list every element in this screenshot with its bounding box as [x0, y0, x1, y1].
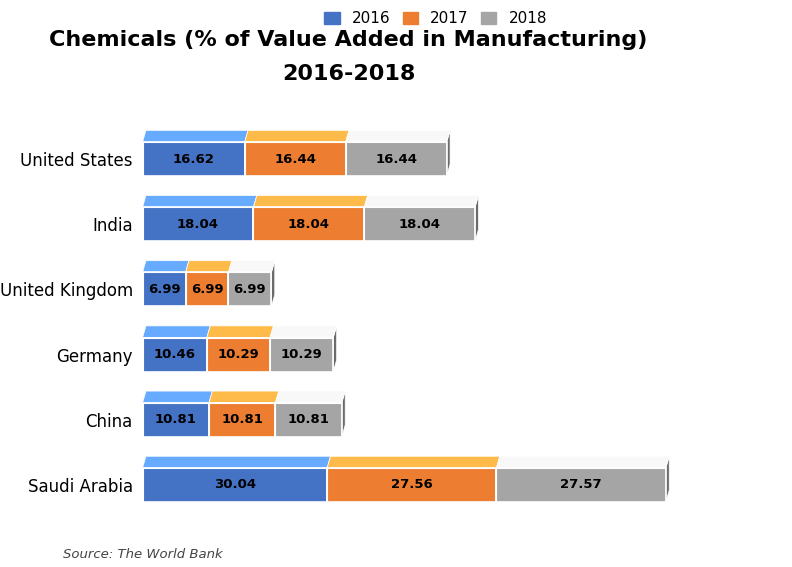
Legend: 2016, 2017, 2018: 2016, 2017, 2018	[318, 5, 553, 32]
Bar	[143, 403, 209, 437]
Bar	[228, 273, 272, 306]
Polygon shape	[447, 130, 450, 176]
Bar	[253, 208, 364, 241]
Bar	[185, 273, 228, 306]
Text: 6.99: 6.99	[148, 283, 181, 296]
Bar	[143, 273, 185, 306]
Bar	[209, 403, 276, 437]
Bar	[497, 468, 666, 502]
Polygon shape	[143, 456, 330, 468]
Text: 27.56: 27.56	[391, 479, 432, 492]
Polygon shape	[143, 326, 210, 337]
Bar	[185, 273, 228, 306]
Polygon shape	[327, 456, 500, 468]
Text: 18.04: 18.04	[177, 218, 219, 231]
Bar	[143, 468, 327, 502]
Polygon shape	[143, 261, 188, 273]
Bar	[143, 142, 245, 176]
Text: 6.99: 6.99	[234, 283, 266, 296]
Polygon shape	[143, 196, 257, 208]
Polygon shape	[333, 326, 337, 371]
Bar	[209, 403, 276, 437]
Bar	[245, 142, 345, 176]
Bar	[327, 468, 497, 502]
Bar	[228, 273, 272, 306]
Bar	[276, 403, 342, 437]
Bar	[270, 337, 333, 371]
Text: 30.04: 30.04	[214, 479, 256, 492]
Bar	[364, 208, 475, 241]
Text: 10.46: 10.46	[154, 348, 196, 361]
Text: Chemicals (% of Value Added in Manufacturing): Chemicals (% of Value Added in Manufactu…	[49, 29, 648, 50]
Text: 10.81: 10.81	[221, 413, 263, 426]
Polygon shape	[228, 261, 275, 273]
Polygon shape	[497, 456, 669, 468]
Polygon shape	[185, 261, 232, 273]
Polygon shape	[666, 456, 669, 502]
Text: 10.29: 10.29	[218, 348, 259, 361]
Polygon shape	[342, 391, 345, 437]
Text: Source: The World Bank: Source: The World Bank	[63, 548, 223, 561]
Bar	[207, 337, 270, 371]
Polygon shape	[276, 391, 345, 403]
Bar	[143, 337, 207, 371]
Text: 2016-2018: 2016-2018	[282, 64, 415, 84]
Bar	[276, 403, 342, 437]
Bar	[143, 468, 327, 502]
Polygon shape	[270, 326, 337, 337]
Bar	[253, 208, 364, 241]
Text: 10.81: 10.81	[154, 413, 196, 426]
Polygon shape	[272, 261, 275, 306]
Text: 16.44: 16.44	[375, 153, 417, 166]
Text: 18.04: 18.04	[287, 218, 329, 231]
Polygon shape	[345, 130, 450, 142]
Text: 16.62: 16.62	[173, 153, 215, 166]
Bar	[345, 142, 447, 176]
Polygon shape	[143, 391, 212, 403]
Text: 6.99: 6.99	[191, 283, 223, 296]
Bar	[364, 208, 475, 241]
Polygon shape	[143, 130, 248, 142]
Polygon shape	[364, 196, 478, 208]
Polygon shape	[245, 130, 349, 142]
Bar	[327, 468, 497, 502]
Bar	[143, 273, 185, 306]
Bar	[143, 208, 253, 241]
Bar	[245, 142, 345, 176]
Bar	[345, 142, 447, 176]
Polygon shape	[475, 196, 478, 241]
Text: 27.57: 27.57	[560, 479, 602, 492]
Polygon shape	[253, 196, 367, 208]
Text: 10.29: 10.29	[281, 348, 322, 361]
Bar	[143, 337, 207, 371]
Text: 16.44: 16.44	[274, 153, 316, 166]
Bar	[497, 468, 666, 502]
Bar	[270, 337, 333, 371]
Bar	[143, 142, 245, 176]
Text: 18.04: 18.04	[398, 218, 440, 231]
Text: 10.81: 10.81	[287, 413, 329, 426]
Bar	[207, 337, 270, 371]
Polygon shape	[207, 326, 273, 337]
Bar	[143, 208, 253, 241]
Polygon shape	[209, 391, 279, 403]
Bar	[143, 403, 209, 437]
